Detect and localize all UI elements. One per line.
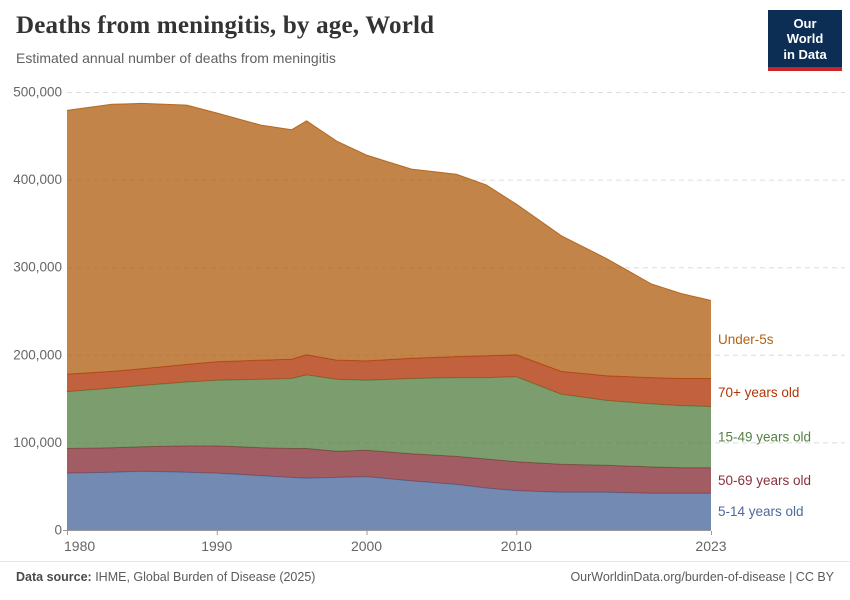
- legend-label-under-5s[interactable]: Under-5s: [718, 332, 774, 347]
- y-axis-tick-label: 500,000: [13, 85, 62, 100]
- x-axis-tick-label: 1980: [64, 538, 95, 554]
- x-axis-tick-label: 1990: [201, 538, 232, 554]
- legend-label-5-14-years-old[interactable]: 5-14 years old: [718, 504, 804, 519]
- y-axis-tick-label: 200,000: [13, 347, 62, 362]
- data-source-label: Data source:: [16, 570, 92, 584]
- area-15-49-years-old[interactable]: [67, 374, 711, 468]
- owid-logo-line1: Our World: [786, 16, 824, 47]
- legend-label-15-49-years-old[interactable]: 15-49 years old: [718, 430, 811, 445]
- data-source-value: IHME, Global Burden of Disease (2025): [91, 570, 316, 584]
- x-axis-tick-label: 2010: [501, 538, 532, 554]
- legend-label-70-years-old[interactable]: 70+ years old: [718, 385, 799, 400]
- chart-subtitle: Estimated annual number of deaths from m…: [16, 50, 336, 66]
- footer-citation-link[interactable]: OurWorldinData.org/burden-of-disease | C…: [570, 570, 834, 584]
- area-5-14-years-old[interactable]: [67, 471, 711, 530]
- owid-logo[interactable]: Our World in Data: [768, 10, 842, 71]
- legend-label-50-69-years-old[interactable]: 50-69 years old: [718, 473, 811, 488]
- y-axis-tick-label: 300,000: [13, 260, 62, 275]
- area-under-5s[interactable]: [67, 103, 711, 379]
- area-topline-under-5s: [66, 102, 712, 301]
- x-axis-tick-label: 2000: [351, 538, 382, 554]
- footer-divider: [0, 561, 850, 562]
- y-axis-tick-label: 400,000: [13, 172, 62, 187]
- page-title: Deaths from meningitis, by age, World: [16, 12, 435, 39]
- y-axis-tick-label: 0: [54, 523, 62, 538]
- area-50-69-years-old[interactable]: [67, 445, 711, 494]
- y-axis-tick-label: 100,000: [13, 435, 62, 450]
- x-axis-tick-label: 2023: [695, 538, 726, 554]
- data-source-text: Data source: IHME, Global Burden of Dise…: [16, 570, 315, 584]
- owid-logo-line2: in Data: [783, 46, 827, 62]
